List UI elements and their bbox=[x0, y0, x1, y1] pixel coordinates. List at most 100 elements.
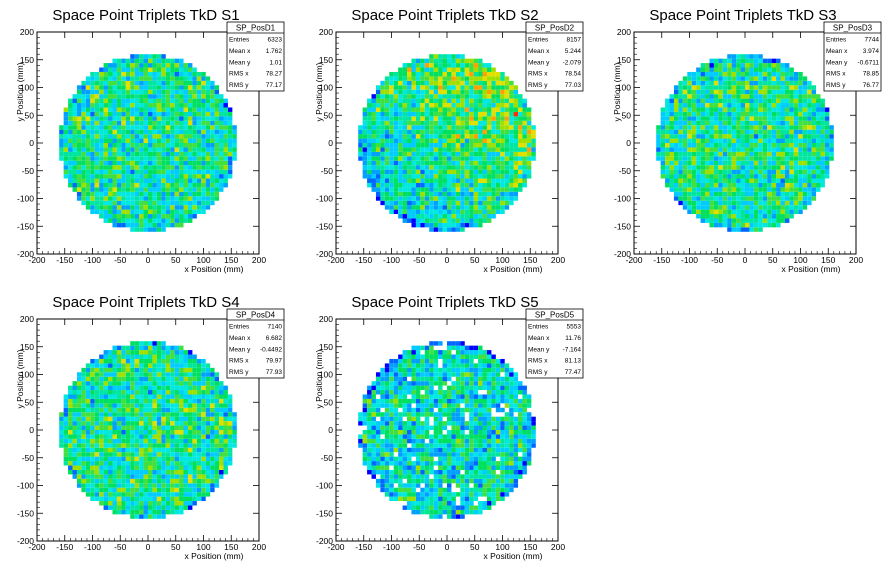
histogram-cell bbox=[139, 354, 144, 359]
histogram-cell bbox=[762, 107, 768, 112]
histogram-cell bbox=[196, 187, 202, 192]
histogram-cell bbox=[94, 394, 100, 399]
histogram-cell bbox=[130, 120, 135, 126]
histogram-cell bbox=[165, 125, 171, 130]
histogram-cell bbox=[139, 187, 144, 192]
histogram-cell bbox=[513, 129, 519, 135]
histogram-cell bbox=[802, 165, 808, 170]
histogram-cell bbox=[389, 147, 394, 152]
histogram-cell bbox=[68, 434, 73, 439]
histogram-cell bbox=[682, 143, 688, 148]
histogram-cell bbox=[170, 156, 175, 161]
histogram-cell bbox=[134, 505, 140, 510]
histogram-cell bbox=[749, 151, 754, 157]
histogram-cell bbox=[81, 134, 86, 139]
histogram-cell bbox=[482, 151, 487, 157]
histogram-cell bbox=[798, 160, 803, 166]
histogram-cell bbox=[442, 222, 447, 228]
histogram-cell bbox=[108, 174, 113, 179]
histogram-cell bbox=[156, 367, 162, 373]
histogram-cell bbox=[767, 214, 772, 219]
histogram-cell bbox=[139, 483, 144, 488]
histogram-cell bbox=[103, 465, 109, 470]
histogram-cell bbox=[85, 372, 91, 377]
histogram-cell bbox=[722, 191, 728, 197]
histogram-cell bbox=[767, 63, 772, 68]
histogram-cell bbox=[758, 187, 763, 192]
histogram-cell bbox=[116, 501, 122, 506]
histogram-cell bbox=[81, 434, 86, 439]
histogram-cell bbox=[464, 85, 470, 90]
histogram-cell bbox=[76, 372, 82, 377]
histogram-cell bbox=[367, 120, 372, 126]
histogram-cell bbox=[99, 103, 104, 108]
histogram-cell bbox=[358, 134, 363, 139]
stats-box-name: SP_PosD2 bbox=[535, 24, 575, 33]
histogram-cell bbox=[438, 103, 443, 108]
histogram-cell bbox=[81, 89, 86, 95]
histogram-cell bbox=[700, 134, 706, 139]
histogram-cell bbox=[187, 187, 193, 192]
histogram-cell bbox=[420, 94, 425, 99]
histogram-cell bbox=[393, 187, 399, 192]
histogram-cell bbox=[509, 200, 514, 206]
histogram-cell bbox=[81, 376, 86, 382]
histogram-cell bbox=[134, 107, 140, 112]
histogram-cell bbox=[130, 196, 135, 201]
histogram-cell bbox=[121, 85, 126, 90]
histogram-cell bbox=[152, 505, 157, 510]
histogram-cell bbox=[210, 98, 215, 104]
histogram-cell bbox=[429, 160, 434, 166]
histogram-cell bbox=[660, 120, 666, 126]
histogram-cell bbox=[656, 151, 661, 157]
histogram-cell bbox=[148, 461, 153, 466]
histogram-cell bbox=[156, 363, 162, 368]
histogram-cell bbox=[72, 430, 77, 435]
histogram-cell bbox=[824, 134, 830, 139]
histogram-cell bbox=[745, 196, 750, 201]
histogram-cell bbox=[522, 151, 527, 157]
histogram-cell bbox=[447, 214, 452, 219]
histogram-cell bbox=[134, 341, 140, 346]
histogram-cell bbox=[72, 469, 77, 475]
histogram-cell bbox=[367, 156, 372, 161]
histogram-cell bbox=[762, 76, 768, 81]
histogram-cell bbox=[125, 421, 131, 426]
histogram-cell bbox=[367, 178, 372, 183]
histogram-cell bbox=[121, 487, 126, 493]
histogram-cell bbox=[161, 165, 166, 170]
histogram-cell bbox=[829, 151, 834, 157]
histogram-cell bbox=[486, 103, 492, 108]
histogram-cell bbox=[793, 178, 799, 183]
histogram-cell bbox=[447, 200, 452, 206]
histogram-cell bbox=[687, 120, 692, 126]
histogram-cell bbox=[816, 151, 821, 157]
histogram-cell bbox=[108, 403, 113, 408]
histogram-cell bbox=[362, 111, 368, 117]
histogram-cell bbox=[143, 80, 148, 86]
histogram-cell bbox=[76, 469, 82, 475]
histogram-cell bbox=[125, 147, 131, 152]
histogram-cell bbox=[367, 143, 372, 148]
histogram-cell bbox=[411, 125, 416, 130]
histogram-cell bbox=[148, 182, 153, 188]
histogram-cell bbox=[112, 85, 117, 90]
histogram-cell bbox=[495, 156, 501, 161]
histogram-cell bbox=[415, 125, 421, 130]
histogram-cell bbox=[85, 182, 91, 188]
histogram-cell bbox=[152, 434, 157, 439]
histogram-cell bbox=[509, 107, 514, 112]
histogram-cell bbox=[192, 71, 197, 77]
histogram-cell bbox=[90, 160, 95, 166]
histogram-cell bbox=[227, 151, 233, 157]
histogram-cell bbox=[727, 129, 732, 135]
histogram-cell bbox=[103, 394, 109, 399]
histogram-cell bbox=[90, 116, 95, 121]
histogram-cell bbox=[780, 200, 785, 206]
histogram-cell bbox=[59, 125, 64, 130]
histogram-cell bbox=[753, 222, 759, 228]
histogram-cell bbox=[531, 143, 536, 148]
histogram-cell bbox=[125, 174, 131, 179]
histogram-cell bbox=[500, 191, 505, 197]
histogram-cell bbox=[411, 138, 416, 143]
